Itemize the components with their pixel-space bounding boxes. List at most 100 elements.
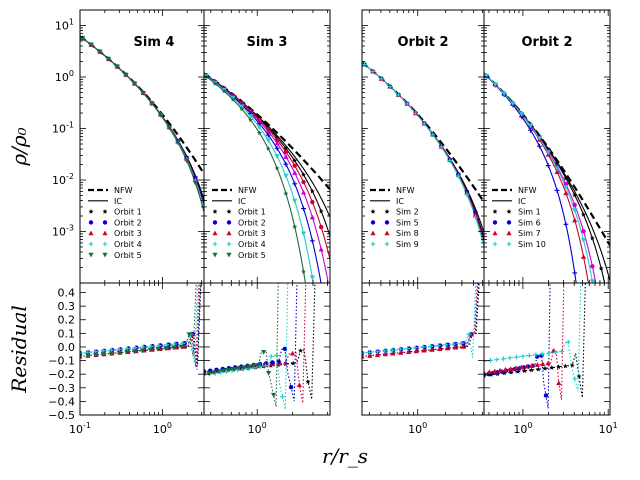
density-point (204, 74, 209, 79)
panel-title: Sim 3 (247, 35, 288, 50)
residual-point (280, 394, 285, 400)
residual-series-orbit-1 (204, 283, 316, 400)
density-point (256, 118, 263, 124)
density-point (318, 224, 324, 230)
density-point (131, 81, 138, 87)
residual-point (236, 366, 242, 371)
density-point (309, 238, 315, 244)
legend-label: NFW (114, 186, 133, 195)
residual-point (484, 358, 487, 364)
legend-marker (88, 252, 94, 258)
legend-label: IC (114, 197, 122, 206)
residual-series-sim-10 (484, 283, 582, 392)
residual-point (405, 346, 411, 351)
residual-point (211, 370, 217, 376)
residual-point (458, 340, 464, 346)
density-point (387, 84, 393, 89)
density-series-sim-9 (362, 62, 484, 247)
legend-marker (88, 220, 94, 225)
density-point (519, 112, 525, 117)
residual-y-tick-label: −0.1 (48, 355, 75, 368)
density-series-orbit-3 (204, 73, 329, 283)
density-point (492, 82, 498, 88)
residual-curves (362, 283, 480, 359)
density-point (114, 64, 120, 70)
legend-label: IC (238, 197, 246, 206)
density-point (88, 42, 94, 48)
density-point (563, 221, 569, 227)
density-point (581, 212, 587, 217)
x-ticks (79, 10, 203, 415)
y-axis-label-residual: Residual (7, 305, 31, 394)
legend-marker (212, 241, 218, 247)
residual-point (436, 346, 443, 352)
legend-marker (506, 209, 512, 214)
residual-series-orbit-5 (204, 283, 279, 407)
residual-point (178, 344, 184, 350)
legend-marker (88, 209, 94, 214)
x-ticks (210, 10, 328, 415)
residual-point (231, 367, 237, 372)
y-axis-label-density: ρ/ρ₀ (7, 127, 31, 166)
density-point (484, 73, 490, 79)
y-tick-label: 100 (55, 69, 74, 84)
legend-label: Orbit 2 (238, 218, 266, 227)
density-point (572, 192, 578, 198)
density-point (554, 188, 560, 193)
density-point (309, 214, 315, 220)
density-point (309, 188, 315, 194)
legend-marker (492, 230, 498, 236)
density-series-sim-6 (484, 73, 597, 283)
residual-series-sim-6 (484, 283, 551, 409)
density-point (310, 199, 315, 205)
density-point (283, 149, 289, 155)
x-tick-label: 10-1 (69, 421, 91, 436)
legend-marker (102, 252, 108, 258)
density-point (292, 170, 298, 175)
legend-label: Sim 1 (518, 208, 541, 217)
density-series-ic (80, 35, 204, 200)
legend-label: Sim 2 (396, 208, 419, 217)
residual-point (539, 351, 545, 357)
y-tick-label: 10-2 (52, 172, 74, 187)
density-point (510, 101, 516, 107)
density-point (455, 173, 461, 179)
residual-frame (203, 282, 331, 416)
residual-curves (484, 283, 586, 409)
density-series-sim-8 (362, 62, 484, 242)
x-ticks (488, 10, 609, 415)
residual-point (556, 364, 562, 370)
legend-marker (384, 220, 390, 225)
residual-point (397, 346, 403, 352)
residual-point (226, 367, 232, 373)
residual-point (374, 352, 381, 358)
density-point (430, 132, 436, 138)
residual-point (514, 354, 519, 360)
residual-point (85, 353, 91, 359)
residual-point (533, 352, 539, 358)
density-series-orbit-5 (204, 73, 314, 283)
residual-point (124, 349, 130, 355)
density-point (283, 161, 289, 167)
density-point (563, 190, 569, 196)
residual-point (289, 350, 296, 356)
density-point (554, 166, 560, 172)
legend-marker (492, 241, 498, 247)
residual-curves (80, 283, 202, 370)
density-point (563, 175, 569, 181)
legend-marker (506, 220, 512, 225)
residual-point (374, 349, 380, 354)
density-series-orbit-2 (80, 35, 204, 204)
residual-point (362, 350, 365, 356)
density-series-nfw (362, 61, 484, 203)
residual-point (216, 369, 222, 375)
legend-label: Orbit 1 (114, 208, 142, 217)
density-point (192, 180, 198, 186)
residual-series-orbit-5 (80, 283, 197, 358)
density-curves (484, 72, 610, 283)
density-point (292, 224, 298, 229)
x-axis-label: r/r_s (322, 444, 368, 468)
residual-point (545, 360, 551, 366)
density-point (239, 106, 245, 112)
